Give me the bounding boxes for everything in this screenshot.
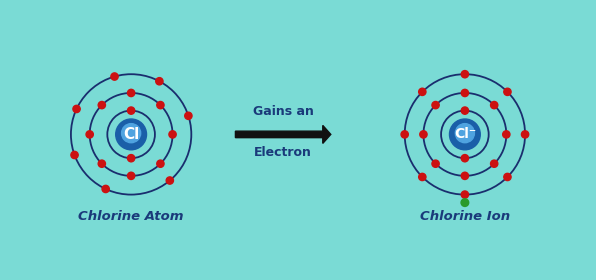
Circle shape (128, 89, 135, 97)
Circle shape (491, 160, 498, 167)
Circle shape (461, 107, 468, 114)
Circle shape (420, 131, 427, 138)
Circle shape (449, 119, 480, 150)
Circle shape (166, 177, 173, 184)
Circle shape (455, 124, 474, 143)
Circle shape (401, 131, 408, 138)
Circle shape (432, 160, 439, 167)
Circle shape (98, 101, 105, 109)
Circle shape (128, 107, 135, 114)
Circle shape (418, 173, 426, 181)
Circle shape (86, 131, 94, 138)
Circle shape (71, 151, 78, 159)
Circle shape (98, 160, 105, 167)
Circle shape (102, 185, 109, 193)
Circle shape (128, 172, 135, 179)
Circle shape (116, 119, 147, 150)
Circle shape (73, 105, 80, 113)
Circle shape (461, 71, 468, 78)
Circle shape (491, 101, 498, 109)
Text: Electron: Electron (254, 146, 312, 159)
Circle shape (418, 88, 426, 95)
Circle shape (432, 101, 439, 109)
Circle shape (461, 199, 468, 206)
Text: Cl⁻: Cl⁻ (454, 127, 476, 141)
Text: Cl: Cl (123, 127, 139, 142)
Circle shape (504, 88, 511, 95)
Circle shape (461, 172, 468, 179)
Circle shape (156, 78, 163, 85)
Circle shape (461, 155, 468, 162)
Circle shape (461, 191, 468, 198)
FancyArrow shape (235, 125, 331, 143)
Text: Chlorine Atom: Chlorine Atom (78, 210, 184, 223)
Circle shape (522, 131, 529, 138)
Circle shape (169, 131, 176, 138)
Circle shape (502, 131, 510, 138)
Circle shape (157, 160, 164, 167)
Text: Chlorine Ion: Chlorine Ion (420, 210, 510, 223)
Text: Gains an: Gains an (253, 105, 313, 118)
Circle shape (122, 124, 141, 143)
Circle shape (111, 73, 118, 80)
Circle shape (504, 173, 511, 181)
Circle shape (185, 112, 192, 120)
Circle shape (157, 101, 164, 109)
Circle shape (128, 155, 135, 162)
Circle shape (461, 89, 468, 97)
